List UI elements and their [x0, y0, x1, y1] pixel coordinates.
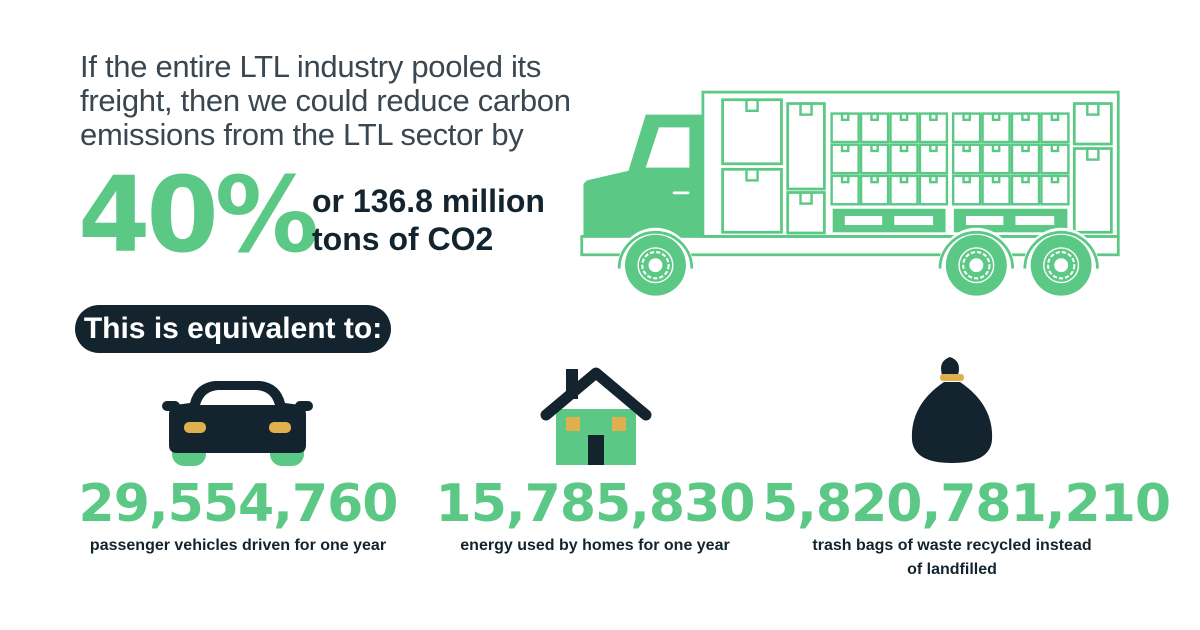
car-icon: [162, 381, 313, 466]
stat-vehicles: 29,554,760 passenger vehicles driven for…: [48, 474, 428, 558]
trash-bag-icon: [911, 357, 993, 463]
headline-line: emissions from the LTL sector by: [80, 117, 524, 152]
headline: If the entire LTL industry pooled its fr…: [80, 50, 600, 152]
stat-trash-bags: 5,820,781,210 trash bags of waste recycl…: [762, 474, 1171, 582]
equivalent-label: This is equivalent to:: [75, 305, 391, 353]
tons-line: or 136.8 million: [312, 183, 545, 219]
tons-co2: or 136.8 million tons of CO2: [312, 182, 545, 258]
stat-caption: trash bags of waste recycled instead: [812, 537, 1092, 554]
headline-line: If the entire LTL industry pooled its: [80, 49, 542, 84]
stat-caption: passenger vehicles driven for one year: [89, 537, 387, 554]
stat-value: 15,785,830: [435, 474, 756, 534]
percent-reduction: 40%: [78, 154, 319, 276]
stat-value: 5,820,781,210: [762, 474, 1171, 534]
tons-line: tons of CO2: [312, 221, 494, 257]
stat-caption: energy used by homes for one year: [460, 537, 730, 554]
stat-caption: of landfilled: [907, 561, 997, 578]
stat-value: 29,554,760: [78, 474, 399, 534]
truck-icon: [580, 90, 1120, 303]
headline-line: freight, then we could reduce carbon: [80, 83, 571, 118]
house-icon: [540, 367, 652, 465]
stat-homes: 15,785,830 energy used by homes for one …: [405, 474, 785, 558]
